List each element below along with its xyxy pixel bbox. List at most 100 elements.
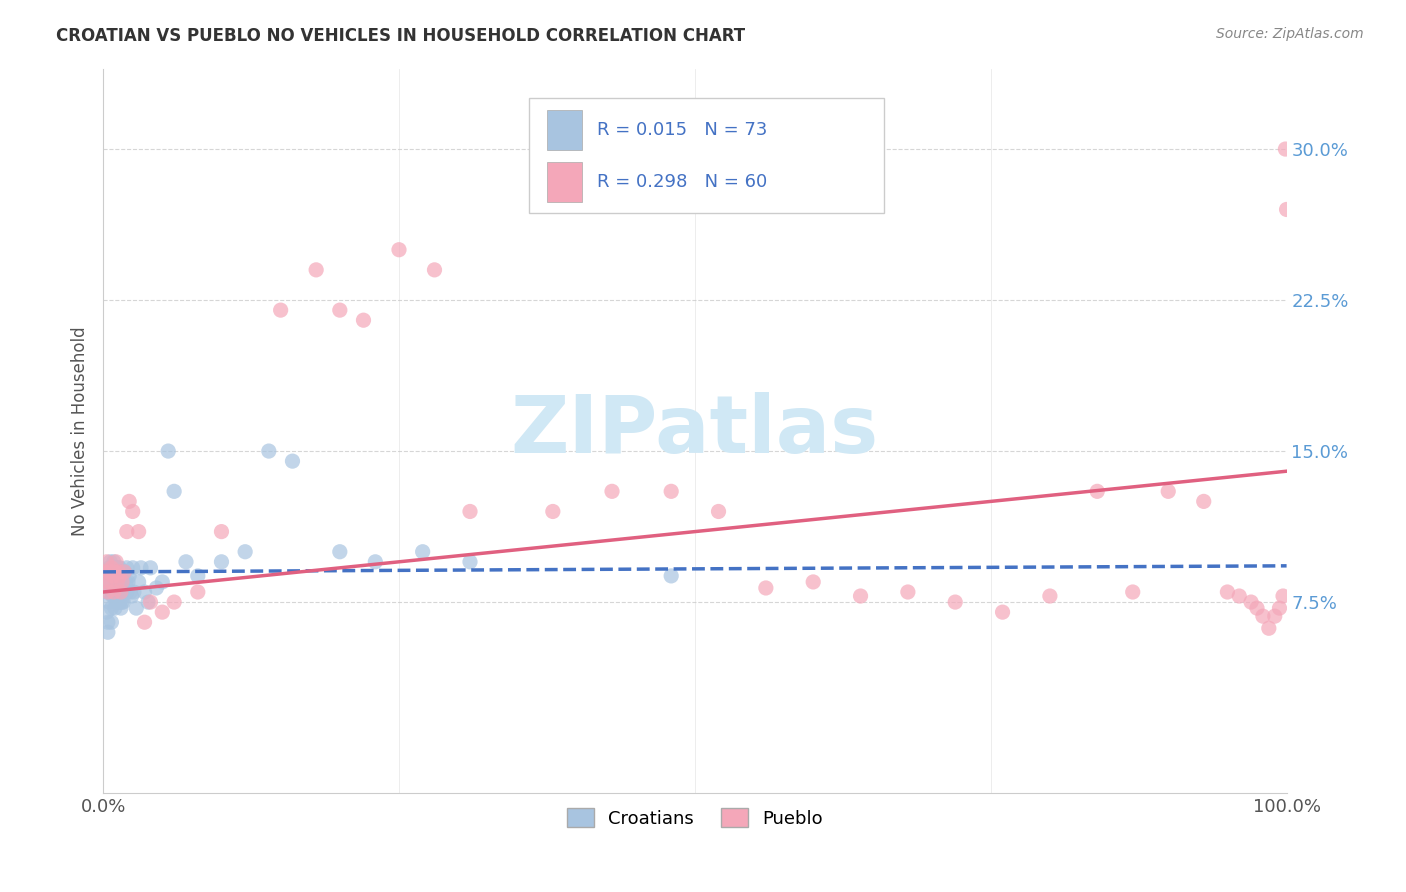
FancyBboxPatch shape [529, 97, 884, 213]
Point [110, 581, 132, 595]
Text: CROATIAN VS PUEBLO NO VEHICLES IN HOUSEHOLD CORRELATION CHART: CROATIAN VS PUEBLO NO VEHICLES IN HOUSEH… [56, 27, 745, 45]
Point [118, 494, 141, 508]
Point [659, 484, 682, 499]
Point [118, 569, 141, 583]
Point [97, 625, 120, 640]
Point [111, 569, 134, 583]
Point [115, 585, 138, 599]
Point [104, 601, 127, 615]
Point [98, 574, 121, 589]
Point [134, 585, 156, 599]
Point [1039, 589, 1062, 603]
Point [1085, 484, 1108, 499]
Point [101, 569, 124, 583]
Point [364, 555, 387, 569]
Point [1274, 142, 1296, 156]
Text: Source: ZipAtlas.com: Source: ZipAtlas.com [1216, 27, 1364, 41]
Point [107, 595, 129, 609]
Point [108, 574, 131, 589]
Point [114, 565, 136, 579]
Point [281, 454, 304, 468]
Point [943, 595, 966, 609]
Point [110, 565, 132, 579]
Point [107, 574, 129, 589]
Point [93, 565, 115, 579]
Point [100, 585, 122, 599]
Point [139, 595, 162, 609]
Point [105, 565, 128, 579]
Point [103, 569, 125, 583]
Point [94, 574, 117, 589]
FancyBboxPatch shape [547, 110, 582, 150]
Point [1157, 484, 1180, 499]
Point [1227, 589, 1250, 603]
Point [257, 444, 280, 458]
Point [458, 555, 481, 569]
Point [104, 565, 127, 579]
Point [98, 595, 121, 609]
Point [103, 589, 125, 603]
Point [101, 574, 124, 589]
Point [97, 585, 120, 599]
Point [707, 504, 730, 518]
Point [98, 574, 121, 589]
Point [423, 263, 446, 277]
Legend: Croatians, Pueblo: Croatians, Pueblo [560, 801, 831, 835]
Point [98, 555, 121, 569]
Point [121, 504, 143, 518]
Text: R = 0.298   N = 60: R = 0.298 N = 60 [596, 173, 766, 191]
Point [163, 484, 186, 499]
Point [111, 595, 134, 609]
Point [112, 595, 135, 609]
Point [100, 601, 122, 615]
Point [111, 574, 134, 589]
Point [105, 574, 128, 589]
Point [329, 545, 352, 559]
Point [105, 561, 128, 575]
Point [93, 565, 115, 579]
Point [801, 574, 824, 589]
Point [187, 585, 209, 599]
Point [115, 524, 138, 539]
Y-axis label: No Vehicles in Household: No Vehicles in Household [72, 326, 89, 536]
Point [128, 524, 150, 539]
Point [104, 581, 127, 595]
Point [600, 484, 623, 499]
Point [117, 574, 139, 589]
Point [128, 574, 150, 589]
Point [1268, 601, 1291, 615]
Point [107, 565, 129, 579]
Point [174, 555, 197, 569]
Point [1216, 585, 1239, 599]
Point [849, 589, 872, 603]
Point [96, 605, 118, 619]
Point [991, 605, 1014, 619]
Point [270, 303, 292, 318]
Point [305, 263, 328, 277]
Point [114, 574, 136, 589]
Point [659, 569, 682, 583]
Point [122, 585, 145, 599]
Point [121, 589, 143, 603]
Point [1122, 585, 1144, 599]
Text: ZIPatlas: ZIPatlas [510, 392, 879, 470]
Point [125, 601, 148, 615]
Point [110, 585, 132, 599]
Point [1192, 494, 1215, 508]
Point [101, 561, 124, 575]
Point [1251, 609, 1274, 624]
Point [458, 504, 481, 518]
Point [1275, 202, 1298, 217]
Point [134, 615, 156, 630]
Point [1272, 589, 1295, 603]
Point [120, 585, 142, 599]
Point [105, 595, 128, 609]
Point [105, 574, 128, 589]
Point [107, 561, 129, 575]
Point [115, 561, 138, 575]
Point [112, 574, 135, 589]
Point [103, 585, 125, 599]
Point [1264, 609, 1286, 624]
Point [108, 595, 131, 609]
Point [211, 524, 233, 539]
